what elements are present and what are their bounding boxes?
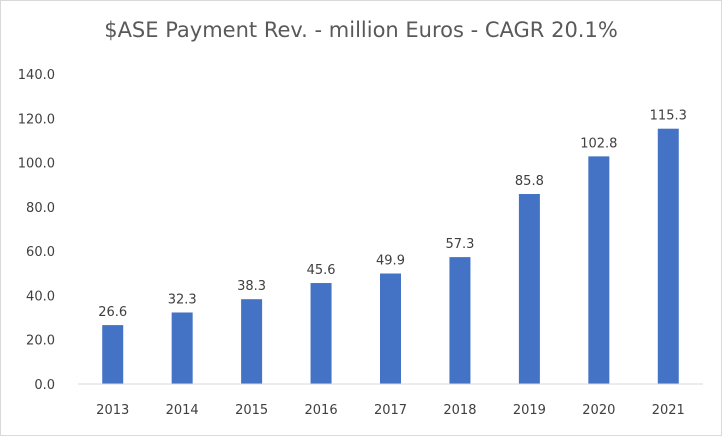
y-tick-label: 20.0 xyxy=(26,334,55,349)
y-tick-label: 60.0 xyxy=(26,245,55,260)
bar-2016 xyxy=(310,283,332,384)
data-label-2019: 85.8 xyxy=(515,174,544,189)
bar-2017 xyxy=(380,273,401,384)
bar-2018 xyxy=(449,257,471,384)
data-label-2021: 115.3 xyxy=(650,109,687,124)
y-tick-label: 40.0 xyxy=(26,289,55,304)
y-tick-label: 80.0 xyxy=(26,201,55,216)
bar-2013 xyxy=(102,325,124,384)
x-axis-tick-labels: 2013 2014 2015 2016 2017 2018 2019 2020 2021 xyxy=(96,403,685,418)
bar-2015 xyxy=(241,299,263,384)
x-tick-label-2013: 2013 xyxy=(96,403,129,418)
bar-2019 xyxy=(518,194,540,384)
bar-2020 xyxy=(588,156,610,384)
data-label-2013: 26.6 xyxy=(98,305,127,320)
bar-2014 xyxy=(171,312,193,384)
y-axis-tick-labels: 0.0 20.0 40.0 60.0 80.0 100.0 120.0 140.0 xyxy=(18,68,55,393)
bar-2021 xyxy=(657,128,679,384)
data-label-2018: 57.3 xyxy=(445,237,474,252)
x-tick-label-2016: 2016 xyxy=(305,403,338,418)
x-tick-label-2020: 2020 xyxy=(582,403,615,418)
bar-series xyxy=(102,128,679,384)
data-labels: 26.6 32.3 38.3 45.6 49.9 57.3 85.8 102.8 115.3 xyxy=(98,109,687,320)
x-tick-label-2015: 2015 xyxy=(235,403,268,418)
x-tick-label-2019: 2019 xyxy=(513,403,546,418)
y-tick-label: 100.0 xyxy=(18,157,55,172)
data-label-2014: 32.3 xyxy=(168,292,197,307)
x-tick-label-2018: 2018 xyxy=(443,403,476,418)
y-tick-label: 0.0 xyxy=(34,378,55,393)
x-tick-label-2017: 2017 xyxy=(374,403,407,418)
data-label-2017: 49.9 xyxy=(376,254,405,269)
x-tick-label-2021: 2021 xyxy=(652,403,685,418)
chart-title: $ASE Payment Rev. - million Euros - CAGR… xyxy=(104,18,618,42)
data-label-2015: 38.3 xyxy=(237,279,266,294)
y-tick-label: 140.0 xyxy=(18,68,55,83)
x-tick-label-2014: 2014 xyxy=(166,403,199,418)
y-tick-label: 120.0 xyxy=(18,112,55,127)
data-label-2020: 102.8 xyxy=(580,136,617,151)
data-label-2016: 45.6 xyxy=(307,263,336,278)
